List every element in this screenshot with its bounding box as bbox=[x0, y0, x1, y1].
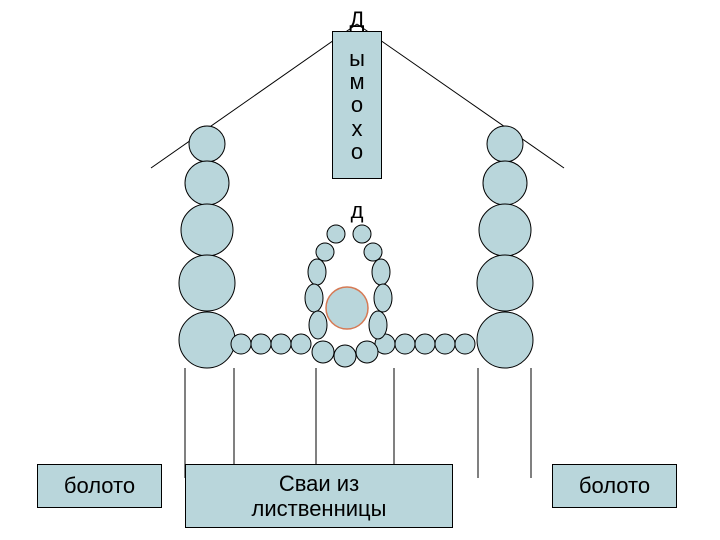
chimney-top-letter: Д bbox=[350, 7, 365, 33]
base-log-1 bbox=[251, 334, 271, 354]
swamp-right-text: болото bbox=[579, 473, 650, 498]
diagram-stage: { "canvas": { "width": 720, "height": 54… bbox=[0, 0, 720, 540]
left-log-1 bbox=[185, 161, 229, 205]
chimney-bottom-text: д bbox=[351, 198, 364, 223]
left-log-3 bbox=[179, 255, 235, 311]
base-log-6 bbox=[415, 334, 435, 354]
hearth-right-2 bbox=[372, 259, 390, 285]
right-log-2 bbox=[479, 204, 531, 256]
hearth-left-0 bbox=[327, 225, 345, 243]
left-log-0 bbox=[189, 126, 225, 162]
chimney-bottom-letter: д bbox=[351, 198, 364, 224]
swamp-left-label: болото bbox=[37, 464, 162, 508]
hearth-right-0 bbox=[353, 225, 371, 243]
base-log-3 bbox=[291, 334, 311, 354]
base-log-8 bbox=[455, 334, 475, 354]
hearth-right-4 bbox=[369, 311, 387, 339]
chimney-top-text: Д bbox=[350, 7, 365, 32]
hearth-left-1 bbox=[316, 243, 334, 261]
base-log-10 bbox=[334, 345, 356, 367]
piles-text: Сваи из лиственницы bbox=[252, 471, 387, 522]
hearth-center bbox=[326, 287, 368, 329]
chimney-box-text: ы м о х о bbox=[349, 47, 365, 162]
base-log-2 bbox=[271, 334, 291, 354]
left-log-2 bbox=[181, 204, 233, 256]
right-log-1 bbox=[483, 161, 527, 205]
hearth-left-2 bbox=[308, 259, 326, 285]
hearth-left-3 bbox=[305, 284, 323, 312]
right-log-0 bbox=[487, 126, 523, 162]
base-log-5 bbox=[395, 334, 415, 354]
swamp-left-text: болото bbox=[64, 473, 135, 498]
piles-label: Сваи из лиственницы bbox=[185, 464, 453, 528]
base-log-9 bbox=[312, 341, 334, 363]
hearth-right-1 bbox=[364, 243, 382, 261]
base-log-11 bbox=[356, 341, 378, 363]
swamp-right-label: болото bbox=[552, 464, 677, 508]
right-log-4 bbox=[477, 312, 533, 368]
hearth-left-4 bbox=[309, 311, 327, 339]
left-log-4 bbox=[179, 312, 235, 368]
base-log-0 bbox=[231, 334, 251, 354]
right-log-3 bbox=[477, 255, 533, 311]
hearth-right-3 bbox=[374, 284, 392, 312]
base-log-7 bbox=[435, 334, 455, 354]
chimney-label-box: ы м о х о bbox=[332, 31, 382, 179]
